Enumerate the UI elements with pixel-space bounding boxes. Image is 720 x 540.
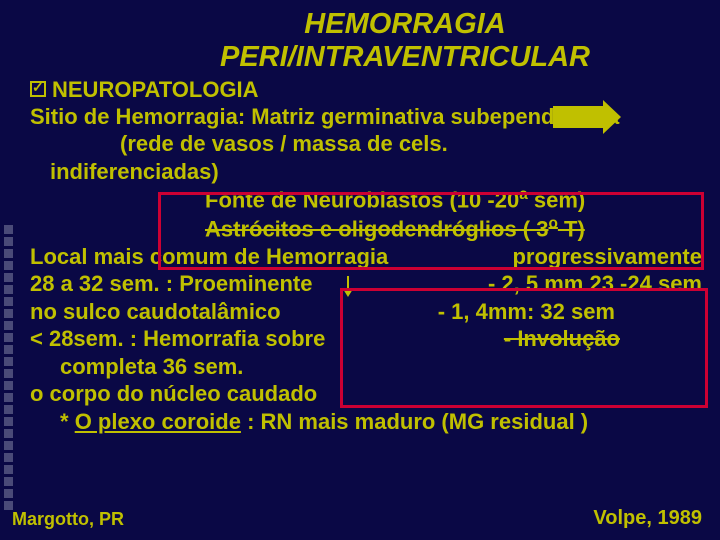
line-plexo-star: * xyxy=(60,409,75,434)
checkbox-icon xyxy=(30,81,46,97)
arrow-right-icon xyxy=(553,106,603,128)
slide-title: HEMORRAGIA PERI/INTRAVENTRICULAR xyxy=(30,8,710,75)
title-line1: HEMORRAGIA xyxy=(304,8,505,40)
line-sulco-l: no sulco caudotalâmico xyxy=(30,298,281,326)
highlight-box-2 xyxy=(340,288,708,408)
line-plexo-u: O plexo coroide xyxy=(75,409,241,434)
footer-citation: Volpe, 1989 xyxy=(593,507,702,530)
footer-author: Margotto, PR xyxy=(12,509,124,530)
line-plexo-b: : RN mais maduro (MG residual ) xyxy=(241,409,588,434)
line-indif: indiferenciadas) xyxy=(30,158,710,186)
section-heading: NEUROPATOLOGIA xyxy=(30,77,710,103)
line-rede: (rede de vasos / massa de cels. xyxy=(30,130,710,158)
slide-container: HEMORRAGIA PERI/INTRAVENTRICULAR NEUROPA… xyxy=(0,0,720,540)
heading-text: NEUROPATOLOGIA xyxy=(52,77,259,103)
highlight-box-1 xyxy=(158,192,704,270)
left-decoration xyxy=(4,225,13,510)
line-lt28-l: < 28sem. : Hemorrafia sobre xyxy=(30,325,325,353)
title-line2: PERI/INTRAVENTRICULAR xyxy=(220,41,590,73)
line-plexo: * O plexo coroide : RN mais maduro (MG r… xyxy=(30,408,710,436)
line-28-32-l: 28 a 32 sem. : Proeminente xyxy=(30,270,312,298)
